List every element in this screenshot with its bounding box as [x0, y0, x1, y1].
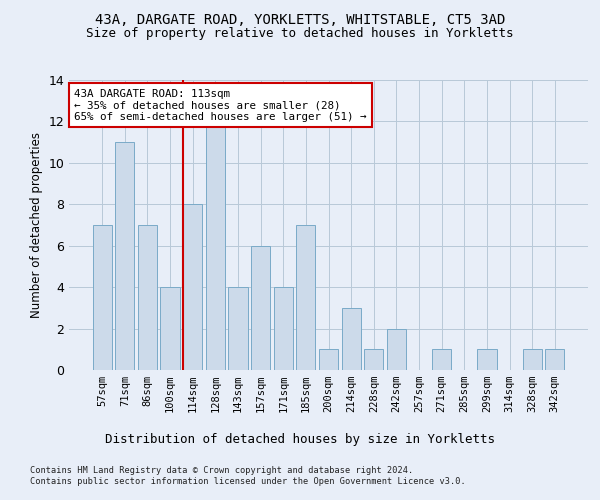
- Y-axis label: Number of detached properties: Number of detached properties: [30, 132, 43, 318]
- Bar: [229, 287, 248, 370]
- Text: Contains public sector information licensed under the Open Government Licence v3: Contains public sector information licen…: [30, 477, 466, 486]
- Text: 43A, DARGATE ROAD, YORKLETTS, WHITSTABLE, CT5 3AD: 43A, DARGATE ROAD, YORKLETTS, WHITSTABLE…: [95, 12, 505, 26]
- Bar: [364, 350, 383, 370]
- Bar: [138, 225, 157, 370]
- Bar: [545, 350, 565, 370]
- Bar: [319, 350, 338, 370]
- Text: Size of property relative to detached houses in Yorkletts: Size of property relative to detached ho…: [86, 28, 514, 40]
- Text: Distribution of detached houses by size in Yorkletts: Distribution of detached houses by size …: [105, 432, 495, 446]
- Bar: [115, 142, 134, 370]
- Bar: [477, 350, 497, 370]
- Bar: [341, 308, 361, 370]
- Bar: [274, 287, 293, 370]
- Bar: [523, 350, 542, 370]
- Bar: [92, 225, 112, 370]
- Bar: [251, 246, 270, 370]
- Bar: [387, 328, 406, 370]
- Text: 43A DARGATE ROAD: 113sqm
← 35% of detached houses are smaller (28)
65% of semi-d: 43A DARGATE ROAD: 113sqm ← 35% of detach…: [74, 88, 367, 122]
- Bar: [183, 204, 202, 370]
- Bar: [296, 225, 316, 370]
- Bar: [432, 350, 451, 370]
- Text: Contains HM Land Registry data © Crown copyright and database right 2024.: Contains HM Land Registry data © Crown c…: [30, 466, 413, 475]
- Bar: [206, 122, 225, 370]
- Bar: [160, 287, 180, 370]
